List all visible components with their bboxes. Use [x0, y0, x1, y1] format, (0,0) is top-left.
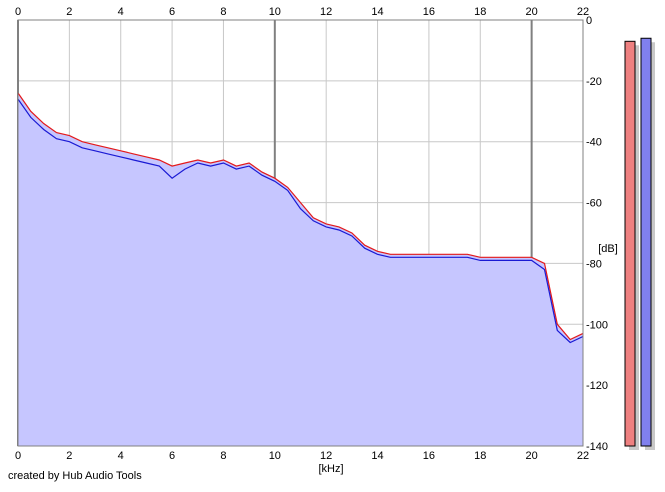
y-tick-label-7: -140 [586, 441, 608, 453]
x-axis-label: [kHz] [318, 463, 343, 475]
spectrum-area [18, 93, 583, 446]
x-tick-label-bottom-4: 8 [220, 450, 226, 462]
series-line-1 [17, 98, 584, 344]
x-tick-label-top-10: 20 [526, 6, 538, 18]
x-tick-label-top-1: 2 [66, 6, 72, 18]
y-tick-label-6: -120 [586, 380, 608, 392]
x-tick-label-bottom-7: 14 [371, 450, 383, 462]
x-tick-label-bottom-11: 22 [577, 450, 589, 462]
spectrum-lines [17, 92, 584, 344]
level-meter-bar-1 [640, 37, 652, 447]
x-tick-label-bottom-6: 12 [320, 450, 332, 462]
x-tick-label-top-5: 10 [269, 6, 281, 18]
series-line-0 [17, 92, 584, 341]
y-tick-label-4: -80 [586, 258, 602, 270]
y-tick-label-3: -60 [586, 198, 602, 210]
x-tick-label-top-3: 6 [169, 6, 175, 18]
x-tick-label-top-7: 14 [371, 6, 383, 18]
x-tick-label-top-0: 0 [15, 6, 21, 18]
x-tick-label-bottom-1: 2 [66, 450, 72, 462]
x-tick-label-bottom-0: 0 [15, 450, 21, 462]
x-tick-label-top-2: 4 [118, 6, 124, 18]
x-tick-label-bottom-2: 4 [118, 450, 124, 462]
x-tick-label-bottom-3: 6 [169, 450, 175, 462]
x-tick-label-bottom-8: 16 [423, 450, 435, 462]
x-tick-label-top-6: 12 [320, 6, 332, 18]
level-meter-bar-0 [624, 40, 636, 447]
x-tick-label-bottom-10: 20 [526, 450, 538, 462]
x-tick-labels-top: 0 2 4 6 8 10 12 14 16 18 20 22 [15, 6, 589, 18]
x-tick-label-top-9: 18 [474, 6, 486, 18]
y-tick-label-5: -100 [586, 319, 608, 331]
x-tick-label-top-8: 16 [423, 6, 435, 18]
x-tick-label-bottom-9: 18 [474, 450, 486, 462]
spectrum-fill [18, 93, 583, 446]
x-tick-labels-bottom: 0 2 4 6 8 10 12 14 16 18 20 22 [15, 450, 589, 462]
footer-credit: created by Hub Audio Tools [8, 470, 142, 482]
y-tick-label-2: -40 [586, 137, 602, 149]
plot-frame [17, 19, 584, 447]
y-tick-labels: 0 -20 -40 -60 -80 -100 -120 -140 [586, 15, 608, 453]
y-tick-label-0: 0 [586, 15, 592, 27]
x-tick-label-top-4: 8 [220, 6, 226, 18]
level-meters [624, 37, 655, 451]
y-axis-label: [dB] [598, 243, 618, 255]
x-tick-label-top-11: 22 [577, 6, 589, 18]
x-tick-label-bottom-5: 10 [269, 450, 281, 462]
y-tick-label-1: -20 [586, 76, 602, 88]
